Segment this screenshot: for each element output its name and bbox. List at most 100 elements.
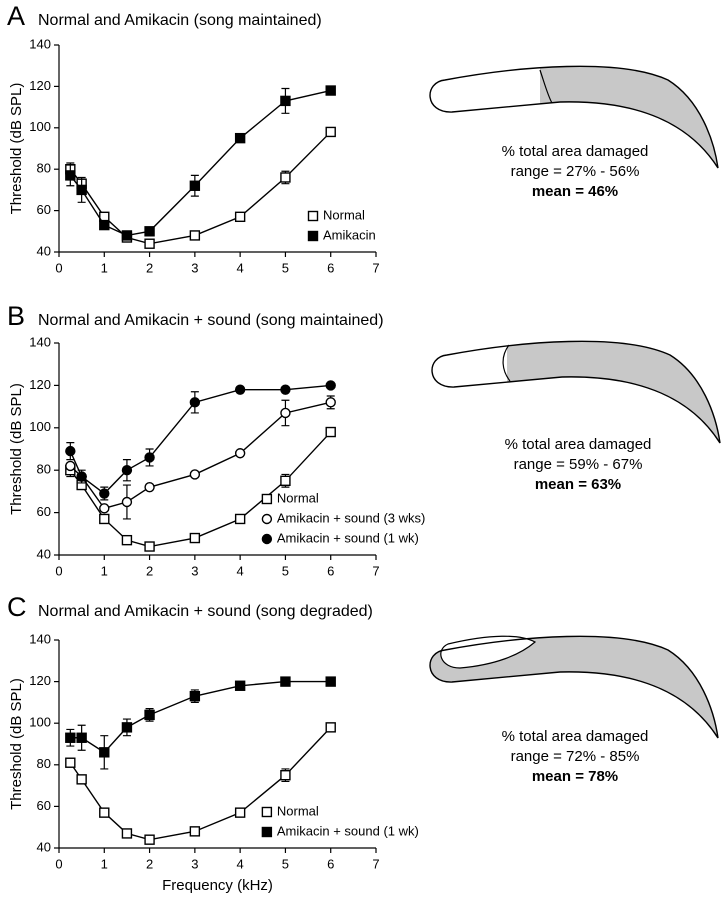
annotation: mean = 63% — [535, 476, 621, 493]
x-tick-label: 5 — [282, 563, 289, 578]
y-axis-label: Threshold (dB SPL) — [8, 383, 25, 515]
data-point — [76, 184, 87, 196]
data-point — [99, 513, 110, 525]
data-point — [280, 676, 291, 687]
x-tick-label: 4 — [237, 260, 244, 275]
data-point — [65, 445, 76, 457]
data-point — [189, 180, 201, 191]
legend-marker — [261, 533, 273, 545]
legend-marker — [261, 513, 273, 525]
x-tick-label: 2 — [146, 856, 153, 871]
x-tick-label: 6 — [327, 260, 334, 275]
data-point — [280, 475, 291, 486]
y-tick-label: 80 — [37, 161, 51, 176]
y-tick-label: 40 — [37, 243, 51, 258]
data-point — [144, 834, 155, 845]
y-tick-label: 60 — [37, 202, 51, 217]
data-point — [76, 774, 87, 785]
series-line — [70, 680, 331, 754]
data-point — [189, 690, 201, 702]
legend-marker — [307, 230, 319, 242]
legend-marker — [307, 210, 319, 222]
cochlea-c — [429, 635, 719, 739]
data-point — [325, 397, 336, 408]
y-tick-label: 120 — [29, 377, 51, 392]
y-tick-label: 100 — [29, 419, 51, 434]
data-point — [144, 541, 155, 552]
data-point — [99, 747, 110, 758]
x-tick-label: 1 — [101, 856, 108, 871]
x-tick-label: 3 — [191, 563, 198, 578]
y-tick-label: 100 — [29, 715, 51, 730]
data-point — [189, 230, 201, 241]
data-point — [234, 513, 246, 525]
data-point — [280, 770, 291, 781]
x-tick-label: 3 — [191, 260, 198, 275]
chart-title: Normal and Amikacin + sound (song degrad… — [38, 603, 373, 620]
annotation: % total area damaged — [502, 143, 649, 160]
x-tick-label: 7 — [372, 260, 379, 275]
data-point — [121, 465, 133, 476]
data-point — [65, 460, 76, 472]
data-point — [121, 534, 133, 546]
data-point — [99, 488, 110, 499]
y-tick-label: 60 — [37, 798, 51, 813]
data-point — [121, 722, 133, 733]
data-point — [325, 85, 336, 96]
x-tick-label: 3 — [191, 856, 198, 871]
data-point — [280, 384, 291, 395]
x-axis-label: Frequency (kHz) — [162, 877, 273, 894]
data-point — [189, 469, 201, 480]
data-point — [280, 95, 291, 107]
data-point — [234, 132, 246, 144]
x-tick-label: 6 — [327, 563, 334, 578]
data-point — [121, 230, 133, 241]
x-tick-label: 2 — [146, 563, 153, 578]
series-line — [69, 431, 332, 548]
x-tick-label: 0 — [55, 260, 62, 275]
data-point — [189, 826, 201, 837]
series-line — [69, 384, 331, 495]
annotation: range = 72% - 85% — [511, 748, 640, 765]
data-point — [121, 496, 133, 508]
annotation: % total area damaged — [505, 436, 652, 453]
annotation: range = 27% - 56% — [511, 163, 640, 180]
data-point — [76, 732, 87, 743]
legend-marker — [261, 493, 273, 505]
annotation: mean = 78% — [532, 768, 618, 785]
cochlea-b — [431, 340, 721, 444]
data-point — [76, 471, 87, 482]
x-tick-label: 4 — [237, 856, 244, 871]
x-tick-label: 1 — [101, 563, 108, 578]
data-point — [99, 807, 110, 818]
data-point — [65, 757, 76, 768]
legend-label: Normal — [277, 490, 319, 505]
panel-letter: A — [7, 1, 25, 31]
y-axis-label: Threshold (dB SPL) — [8, 83, 25, 215]
data-point — [144, 238, 155, 249]
legend-label: Normal — [277, 803, 319, 818]
x-tick-label: 7 — [372, 563, 379, 578]
data-point — [144, 481, 155, 493]
y-axis-label: Threshold (dB SPL) — [8, 678, 25, 810]
legend-label: Amikacin + sound (3 wks) — [277, 510, 425, 525]
data-point — [234, 448, 246, 459]
x-tick-label: 0 — [55, 856, 62, 871]
data-point — [65, 170, 76, 181]
data-point — [325, 426, 336, 438]
data-point — [234, 211, 246, 223]
data-point — [144, 452, 155, 463]
data-point — [325, 722, 336, 733]
data-point — [280, 407, 291, 419]
data-point — [234, 680, 246, 691]
legend-marker — [261, 826, 273, 838]
y-tick-label: 140 — [29, 334, 51, 349]
cochlea-a — [429, 65, 719, 169]
data-point — [325, 676, 336, 687]
y-tick-label: 80 — [37, 756, 51, 771]
annotation: range = 59% - 67% — [514, 456, 643, 473]
data-point — [189, 397, 201, 408]
y-tick-label: 120 — [29, 673, 51, 688]
annotation: mean = 46% — [532, 183, 618, 200]
data-point — [189, 532, 201, 544]
